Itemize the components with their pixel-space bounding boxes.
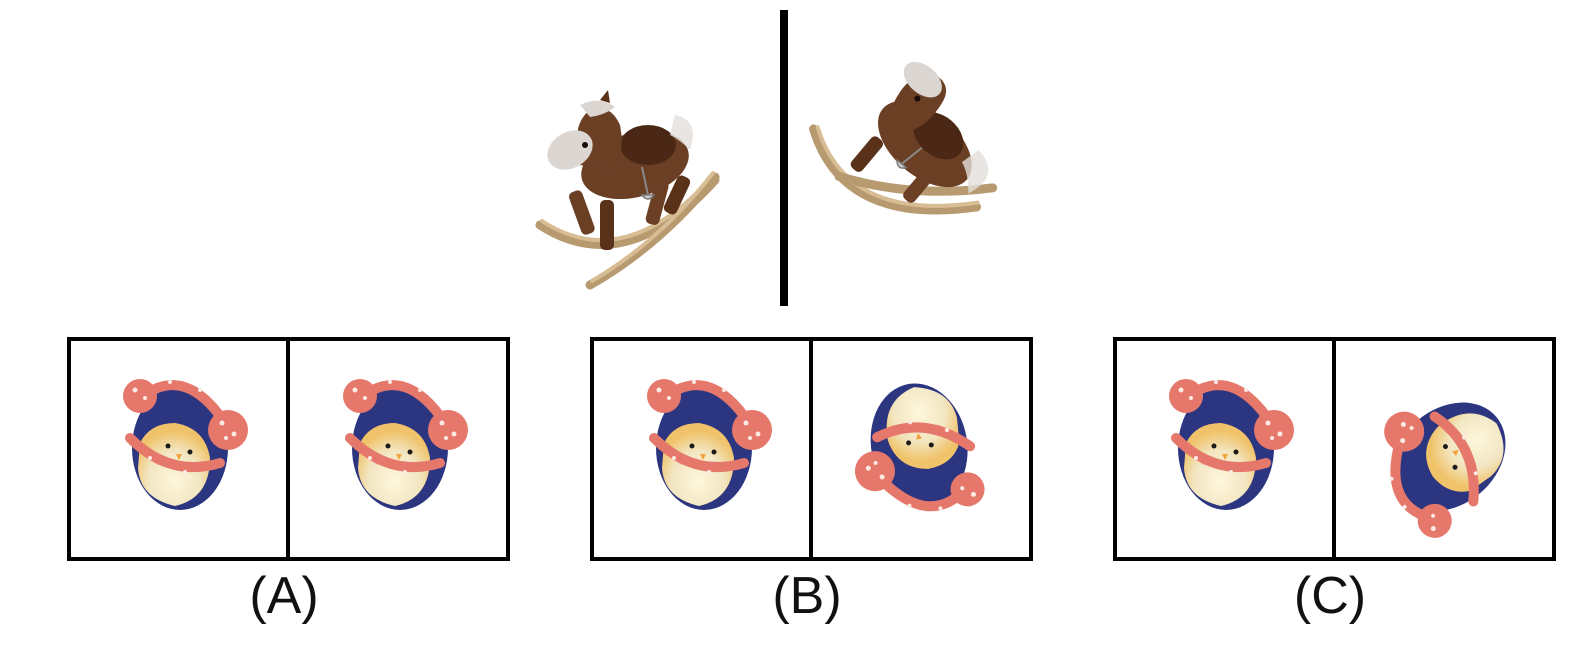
option-a-left-penguin bbox=[110, 368, 250, 518]
option-b-right-penguin bbox=[850, 375, 990, 525]
option-a-label: (A) bbox=[249, 567, 319, 625]
option-c-label: (C) bbox=[1293, 567, 1367, 625]
option-a-right-penguin bbox=[330, 368, 470, 518]
option-c-divider bbox=[1332, 341, 1336, 557]
rocking-horse-left bbox=[535, 90, 720, 290]
option-c-left-penguin bbox=[1156, 368, 1296, 518]
rocking-horse-right bbox=[809, 61, 998, 215]
option-b-label: (B) bbox=[772, 567, 842, 625]
option-b-divider bbox=[809, 341, 813, 557]
option-c-right-penguin bbox=[1375, 385, 1515, 535]
reference-divider bbox=[780, 10, 788, 306]
option-b-left-penguin bbox=[634, 368, 774, 518]
option-a-divider bbox=[286, 341, 290, 557]
